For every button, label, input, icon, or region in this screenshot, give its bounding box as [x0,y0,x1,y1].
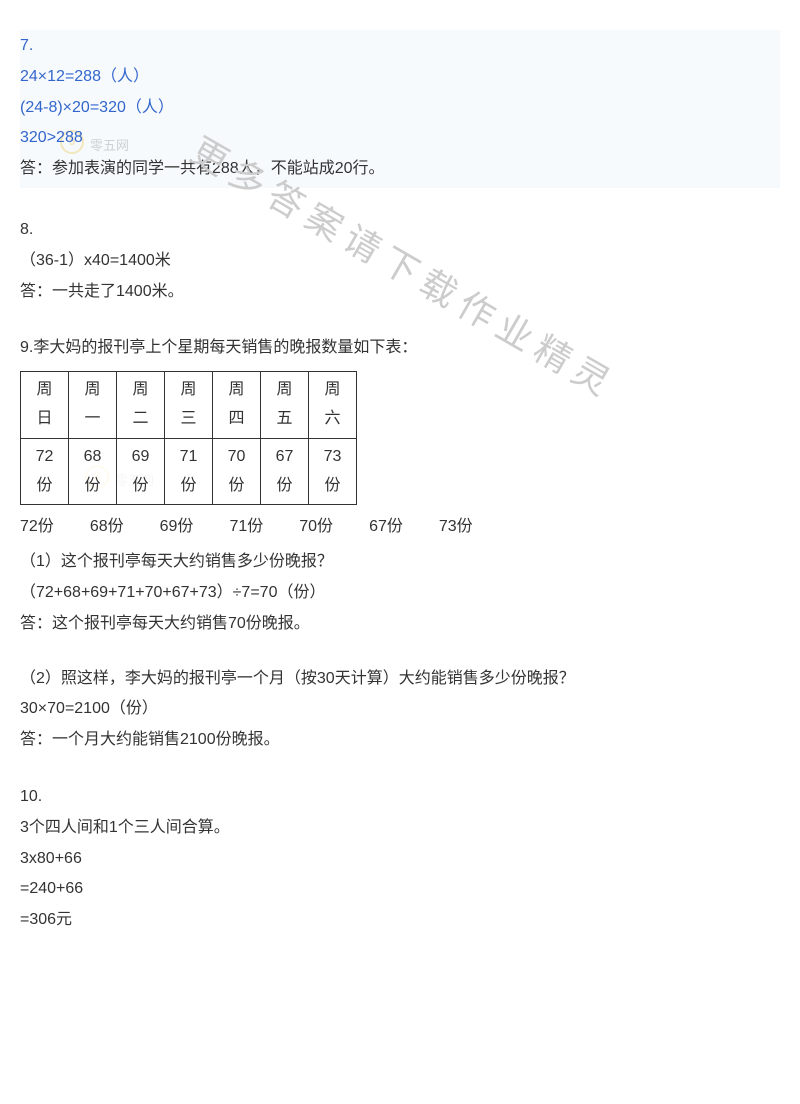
value-label: 72份 [20,513,54,542]
table-cell: 周一 [69,372,117,439]
question-text: （2）照这样，李大妈的报刊亭一个月（按30天计算）大约能销售多少份晚报？ [20,665,780,694]
calculation-line: 24×12=288（人） [20,63,780,92]
calculation-line: 3x80+66 [20,845,780,874]
table-cell: 73份 [309,438,357,505]
table-cell: 周五 [261,372,309,439]
question-text: （1）这个报刊亭每天大约销售多少份晚报？ [20,548,780,577]
problem-number: 7. [20,32,780,61]
table-cell: 70份 [213,438,261,505]
value-label: 67份 [369,513,403,542]
problem-intro: 9.李大妈的报刊亭上个星期每天销售的晚报数量如下表： [20,334,780,363]
values-row: 72份 68份 69份 71份 70份 67份 73份 [20,513,780,542]
value-label: 68份 [90,513,124,542]
value-label: 73份 [439,513,473,542]
text-line: 3个四人间和1个三人间合算。 [20,814,780,843]
value-label: 70份 [299,513,333,542]
answer-line: 答：参加表演的同学一共有288人，不能站成20行。 [20,155,780,184]
table-cell: 67份 [261,438,309,505]
calculation-line: =240+66 [20,875,780,904]
problem-8: 8. （36-1）x40=1400米 答：一共走了1400米。 [20,216,780,306]
problem-number: 8. [20,216,780,245]
answer-line: 答：一共走了1400米。 [20,278,780,307]
calculation-line: 30×70=2100（份） [20,695,780,724]
table-row: 周日 周一 周二 周三 周四 周五 周六 [21,372,357,439]
calculation-line: 320>288 [20,124,780,153]
table-cell: 71份 [165,438,213,505]
table-cell: 72份 [21,438,69,505]
table-cell: 周四 [213,372,261,439]
calculation-line: =306元 [20,906,780,935]
table-cell: 周三 [165,372,213,439]
problem-9: 9.李大妈的报刊亭上个星期每天销售的晚报数量如下表： 周日 周一 周二 周三 周… [20,334,780,755]
calculation-line: （72+68+69+71+70+67+73）÷7=70（份） [20,579,780,608]
value-label: 71份 [229,513,263,542]
table-cell: 69份 [117,438,165,505]
table-cell: 周日 [21,372,69,439]
sales-table: 周日 周一 周二 周三 周四 周五 周六 72份 68份 69份 71份 70份… [20,371,357,505]
answer-line: 答：这个报刊亭每天大约销售70份晚报。 [20,610,780,639]
table-row: 72份 68份 69份 71份 70份 67份 73份 [21,438,357,505]
calculation-line: （36-1）x40=1400米 [20,247,780,276]
problem-text: 李大妈的报刊亭上个星期每天销售的晚报数量如下表： [33,339,417,356]
problem-number: 9. [20,339,33,356]
problem-10: 10. 3个四人间和1个三人间合算。 3x80+66 =240+66 =306元 [20,783,780,935]
problem-7: 7. 24×12=288（人） (24-8)×20=320（人） 320>288… [20,30,780,188]
document-content: 7. 24×12=288（人） (24-8)×20=320（人） 320>288… [20,30,780,935]
answer-line: 答：一个月大约能销售2100份晚报。 [20,726,780,755]
calculation-line: (24-8)×20=320（人） [20,94,780,123]
value-label: 69份 [160,513,194,542]
table-cell: 周二 [117,372,165,439]
problem-number: 10. [20,783,780,812]
table-cell: 周六 [309,372,357,439]
table-cell: 68份 [69,438,117,505]
